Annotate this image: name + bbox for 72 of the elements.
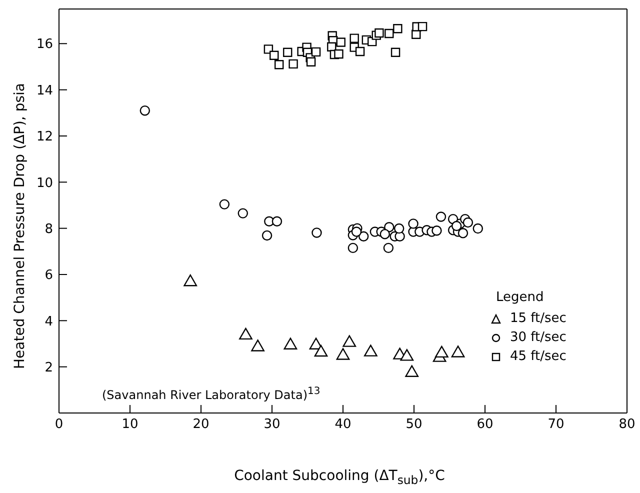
point: [314, 344, 328, 357]
x-tick-label: 10: [122, 417, 138, 432]
y-tick-label: 14: [36, 83, 53, 98]
annotation: (Savannah River Laboratory Data)$^{13}$: [102, 386, 320, 402]
point: [336, 348, 350, 360]
point: [306, 57, 316, 66]
point: [432, 226, 442, 236]
point: [270, 50, 279, 60]
point: [364, 344, 378, 356]
legend-label: 30 ft/sec: [510, 330, 566, 345]
x-tick-label: 20: [192, 417, 210, 432]
point: [336, 38, 346, 47]
point: [384, 28, 394, 38]
y-tick-label: 12: [36, 130, 53, 145]
x-tick-label: 0: [54, 417, 64, 432]
y-tick-label: 10: [36, 176, 53, 191]
x-tick-label: 50: [406, 417, 422, 432]
point: [239, 328, 252, 340]
point: [374, 28, 384, 38]
point: [436, 212, 446, 222]
point: [435, 346, 448, 358]
point: [355, 46, 365, 56]
point: [274, 60, 284, 70]
point: [390, 48, 400, 57]
x-tick-label: 70: [548, 417, 564, 432]
point: [351, 226, 362, 237]
point: [358, 231, 369, 242]
x-tick-label: 40: [334, 417, 352, 432]
point: [393, 24, 402, 34]
point: [458, 228, 468, 238]
point: [288, 59, 298, 69]
point: [394, 223, 404, 234]
point: [284, 338, 298, 350]
point: [272, 216, 282, 226]
point: [262, 230, 272, 241]
point: [384, 222, 394, 232]
point: [451, 220, 462, 232]
point: [312, 228, 322, 238]
point: [219, 199, 230, 210]
point: [451, 346, 465, 358]
point: [342, 335, 356, 347]
point: [408, 218, 418, 229]
point: [350, 34, 359, 43]
point: [348, 242, 358, 254]
point: [400, 349, 414, 361]
x-tick-label: 60: [476, 417, 494, 432]
y-axis-title: Heated Channel Pressure Drop (ΔP), psia: [12, 82, 28, 368]
y-tick-label: 16: [36, 37, 53, 52]
y-tick-label: 6: [44, 268, 53, 284]
point: [311, 47, 321, 57]
point: [140, 105, 150, 116]
x-axis-title: Coolant Subcooling (ΔT$_{sub}$),°C: [233, 468, 446, 487]
x-tick-label: 30: [264, 417, 280, 432]
point: [251, 340, 264, 352]
point: [462, 217, 474, 228]
point: [184, 274, 198, 286]
y-tick-label: 8: [44, 222, 53, 237]
point: [283, 48, 292, 57]
point: [405, 365, 419, 377]
point: [334, 49, 344, 59]
point: [383, 242, 394, 254]
legend-label: 45 ft/sec: [510, 349, 566, 364]
x-tick-label: 80: [618, 417, 636, 432]
y-tick-label: 4: [44, 314, 53, 330]
legend-title: Legend: [496, 290, 545, 305]
point: [472, 223, 484, 234]
point: [264, 44, 274, 54]
point: [418, 22, 428, 32]
legend-label: 15 ft/sec: [510, 311, 566, 326]
point: [238, 208, 248, 218]
point: [380, 228, 390, 240]
y-tick-label: 2: [44, 360, 53, 376]
